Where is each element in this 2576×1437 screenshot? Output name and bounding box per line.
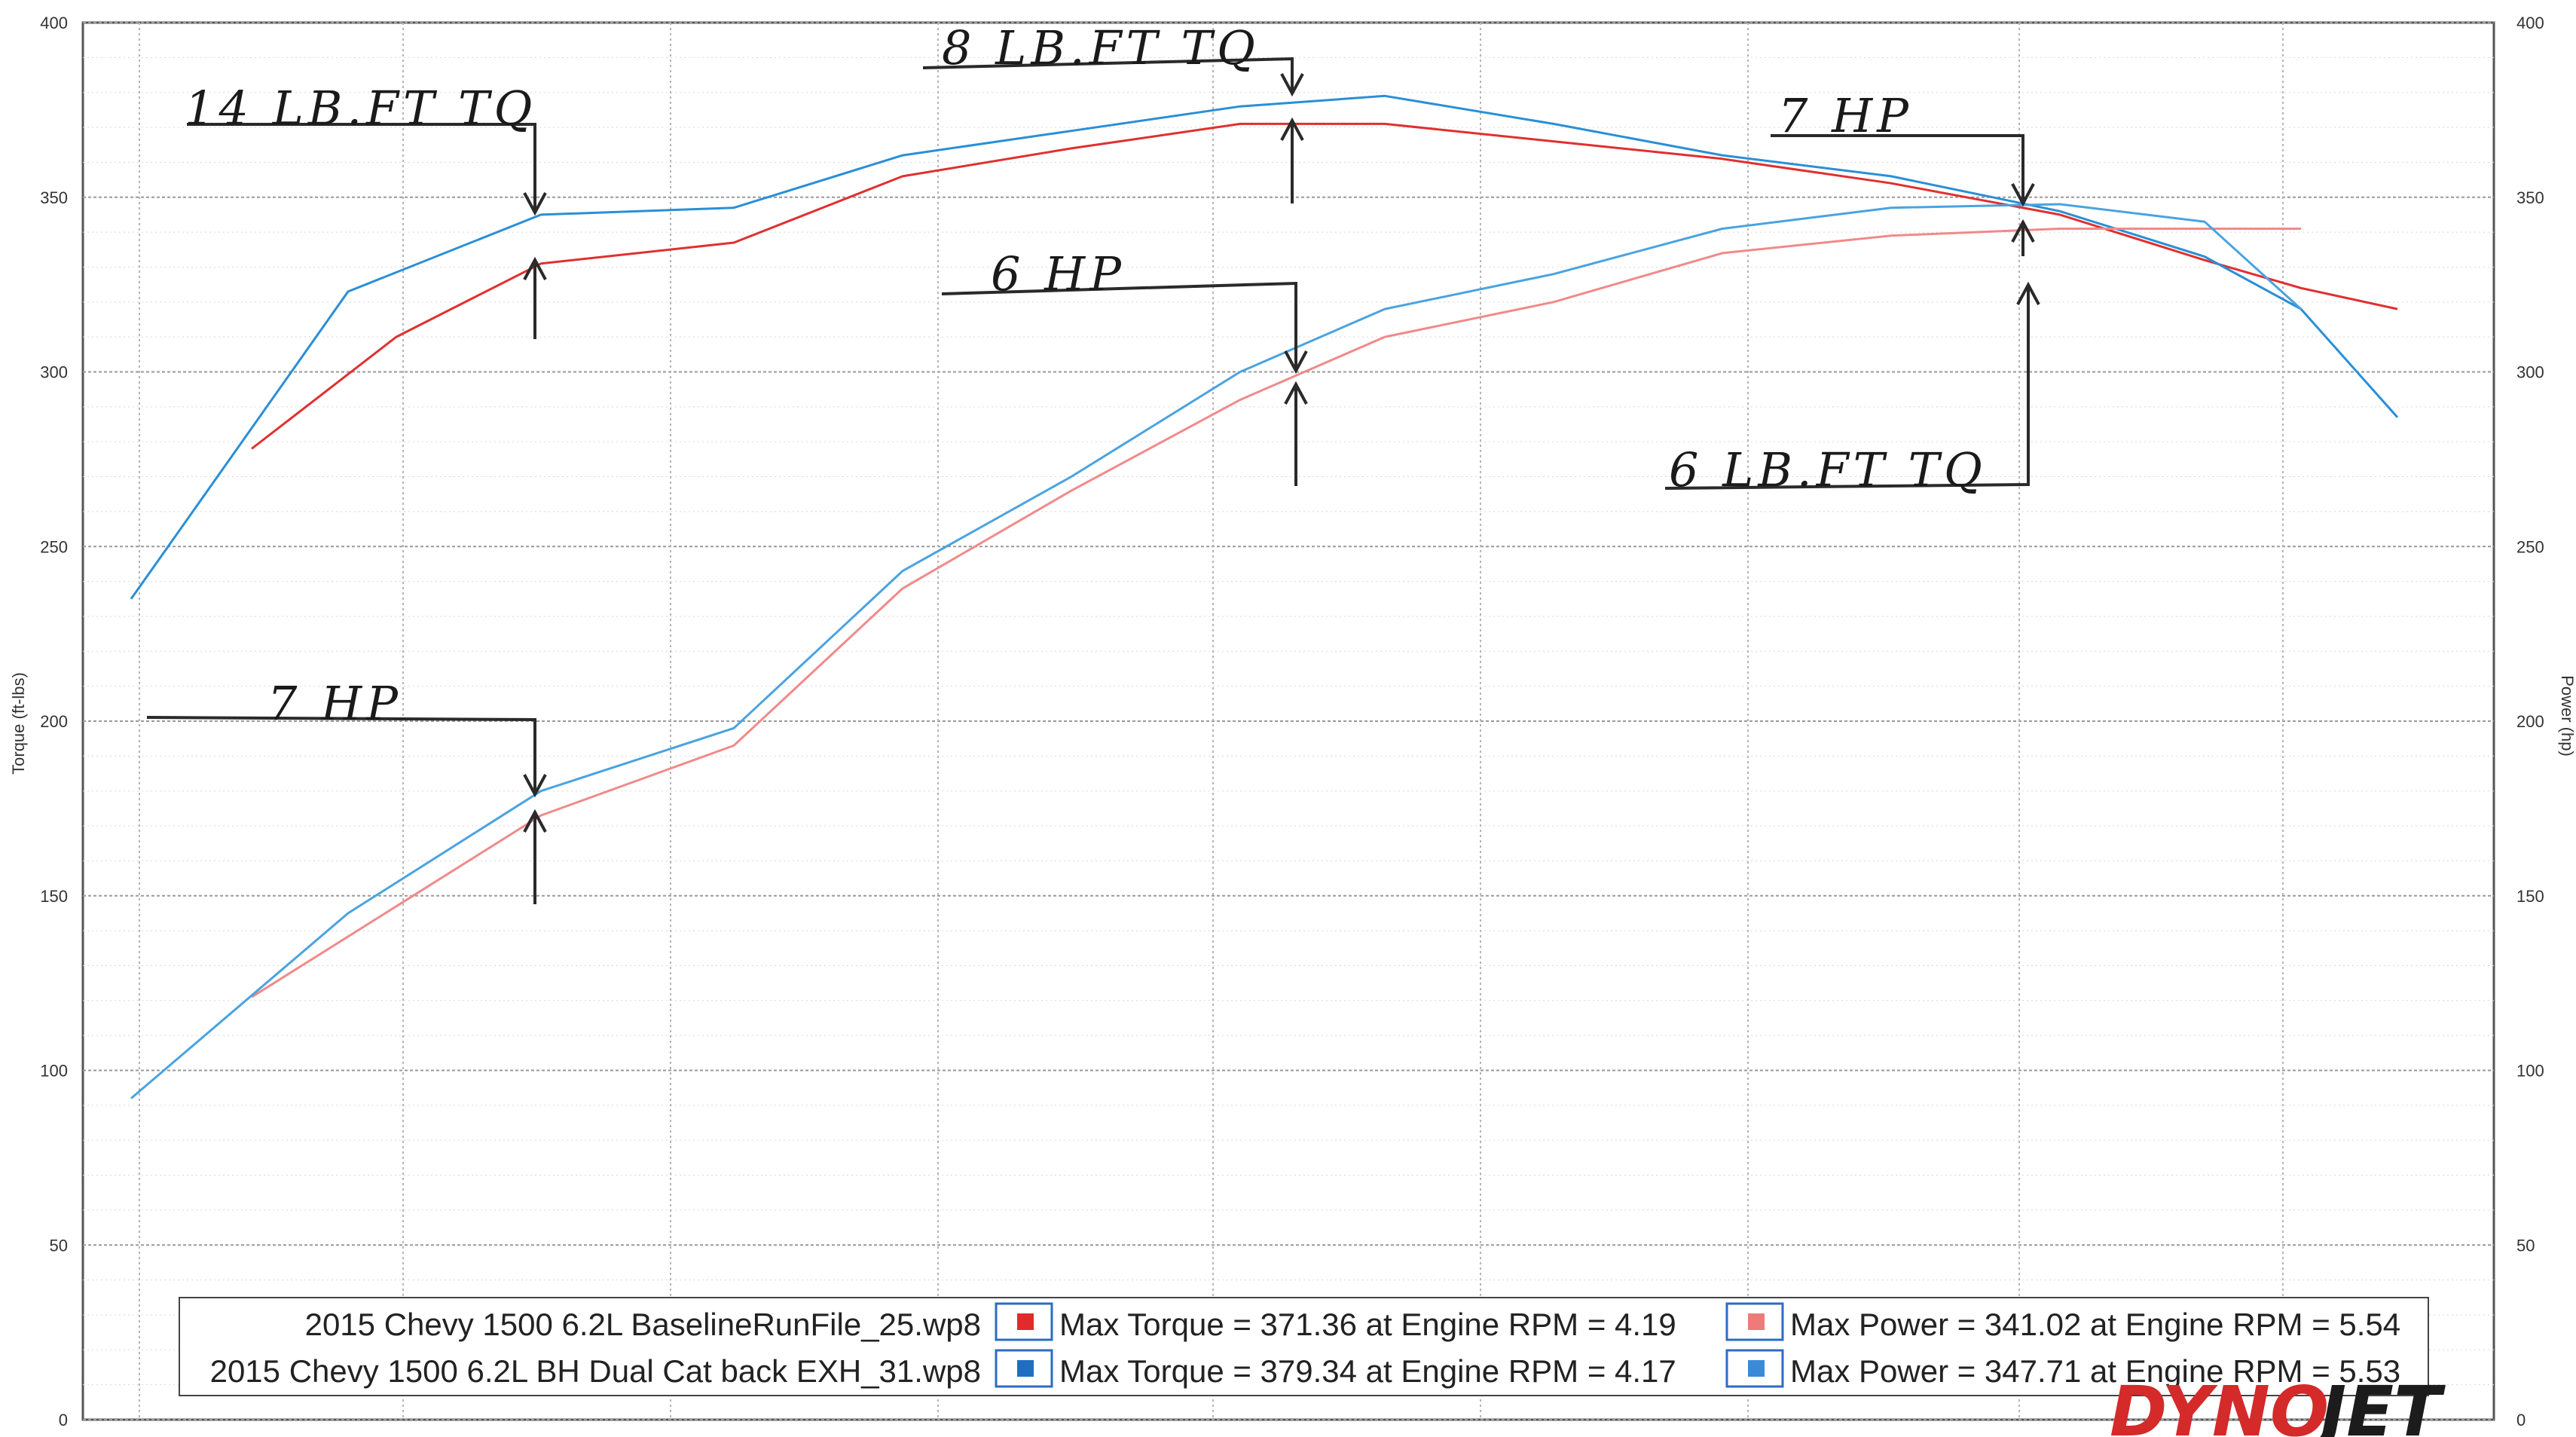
y-tick-label: 400 xyxy=(40,14,68,32)
arrow-down-8-lbft xyxy=(1280,73,1304,97)
leader-7hp-right xyxy=(1771,134,2024,202)
y2-axis-label: Power (hp) xyxy=(2558,675,2576,757)
torque-line-exhaust xyxy=(130,94,2399,600)
y-tick-label: 150 xyxy=(40,887,68,906)
legend-torque-baseline: Max Torque = 371.36 at Engine RPM = 4.19 xyxy=(1059,1307,1676,1342)
arrow-down-7hp-right xyxy=(2011,183,2035,207)
legend-torque-swatch-frame-exhaust xyxy=(995,1349,1053,1388)
grid xyxy=(81,21,2495,1421)
y-tick-label: 50 xyxy=(50,1236,68,1255)
power-line-baseline xyxy=(251,228,2301,998)
left-axis-ticks: 0 50 100 150 200 250 300 350 400 xyxy=(40,14,68,1429)
power-line-exhaust xyxy=(130,203,2303,1099)
legend-file-baseline: 2015 Chevy 1500 6.2L BaselineRunFile_25.… xyxy=(305,1307,981,1342)
torque-line-baseline xyxy=(251,122,2398,450)
leader-7hp-left xyxy=(146,716,536,793)
legend-power-baseline: Max Power = 341.02 at Engine RPM = 5.54 xyxy=(1790,1307,2400,1342)
y2-tick-label: 400 xyxy=(2516,14,2544,32)
legend-power-swatch-exhaust xyxy=(1748,1360,1765,1377)
right-axis-ticks: 0 50 100 150 200 250 300 350 400 xyxy=(2516,14,2544,1429)
arrow-down-7hp-left xyxy=(523,774,547,798)
arrow-down-6hp xyxy=(1284,350,1308,375)
dynojet-logo-jet: JET xyxy=(2309,1371,2446,1437)
annotation-6-lbft-tq: 6 LB.FT TQ xyxy=(1669,442,1987,497)
annotation-lines xyxy=(146,57,2040,904)
legend-box xyxy=(179,1297,2429,1396)
y2-tick-label: 250 xyxy=(2516,537,2544,556)
y-tick-label: 200 xyxy=(40,712,68,731)
y2-tick-label: 0 xyxy=(2516,1411,2526,1429)
annotation-7-hp-left: 7 HP xyxy=(267,676,402,731)
series-layer xyxy=(130,94,2399,1099)
annotation-7-hp-right: 7 HP xyxy=(1778,88,1913,143)
leader-6hp xyxy=(941,281,1297,369)
y2-tick-label: 200 xyxy=(2516,712,2544,731)
legend-torque-exhaust: Max Torque = 379.34 at Engine RPM = 4.17 xyxy=(1059,1353,1676,1389)
leader-14-lbft xyxy=(187,123,536,211)
arrow-up-8-lbft xyxy=(1280,117,1304,141)
y2-tick-label: 350 xyxy=(2516,188,2544,207)
legend-torque-swatch-baseline xyxy=(1017,1313,1034,1330)
y-tick-label: 300 xyxy=(40,363,68,382)
annotation-6-hp: 6 HP xyxy=(991,246,1126,301)
annotation-8-lbft-tq: 8 LB.FT TQ xyxy=(942,20,1260,75)
y2-tick-label: 100 xyxy=(2516,1062,2544,1081)
y-tick-label: 100 xyxy=(40,1062,68,1081)
legend-power-swatch-baseline xyxy=(1748,1313,1765,1330)
leader-6-lbft xyxy=(1664,286,2030,490)
arrow-up-7hp-left xyxy=(523,809,547,833)
arrow-up-6-lbft xyxy=(2016,281,2040,305)
arrow-up-6hp xyxy=(1284,381,1308,405)
arrow-down-14-lbft xyxy=(523,192,547,216)
y2-tick-label: 50 xyxy=(2516,1236,2535,1255)
annotation-14-lbft-tq: 14 LB.FT TQ xyxy=(185,81,536,136)
legend-power-exhaust: Max Power = 347.71 at Engine RPM = 5.53 xyxy=(1790,1353,2400,1389)
dynojet-logo: DYNO xyxy=(2110,1371,2329,1437)
legend-torque-swatch-exhaust xyxy=(1017,1360,1034,1377)
y-tick-label: 250 xyxy=(40,537,68,556)
arrow-up-14-lbft xyxy=(523,256,547,280)
y-tick-label: 350 xyxy=(40,188,68,207)
arrow-up-7hp-right xyxy=(2011,219,2035,243)
y2-tick-label: 150 xyxy=(2516,887,2544,906)
y-tick-label: 0 xyxy=(59,1411,68,1429)
leader-8-lbft xyxy=(922,57,1294,92)
legend-file-exhaust: 2015 Chevy 1500 6.2L BH Dual Cat back EX… xyxy=(210,1353,981,1389)
y2-tick-label: 300 xyxy=(2516,363,2544,382)
y-axis-label: Torque (ft-lbs) xyxy=(9,672,28,775)
